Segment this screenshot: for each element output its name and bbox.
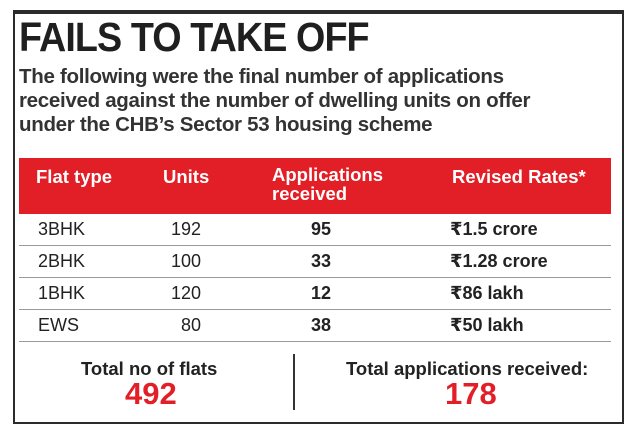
table-row: 1BHK 120 12 ₹86 lakh <box>19 278 611 310</box>
cell-applications: 33 <box>311 251 332 271</box>
cell-applications: 38 <box>311 315 332 335</box>
header-applications-line1: Applications <box>272 164 384 185</box>
table-header: Flat type Units Applications received Re… <box>19 158 611 214</box>
header-units: Units <box>163 166 210 187</box>
subtitle: The following were the final number of a… <box>19 65 619 137</box>
total-applications-label: Total applications received: <box>346 358 589 379</box>
subtitle-line: received against the number of dwelling … <box>19 89 531 112</box>
header-revised-rates: Revised Rates* <box>452 166 586 187</box>
cell-rate: ₹86 lakh <box>450 283 524 303</box>
header-flat-type: Flat type <box>36 166 113 187</box>
cell-flat-type: 3BHK <box>38 219 86 239</box>
cell-rate: ₹1.5 crore <box>450 219 538 239</box>
cell-rate: ₹50 lakh <box>450 315 524 335</box>
table-row: 3BHK 192 95 ₹1.5 crore <box>19 214 611 246</box>
subtitle-line: The following were the final number of a… <box>19 65 504 88</box>
housing-table: Flat type Units Applications received Re… <box>19 158 611 342</box>
header-applications: Applications received <box>272 165 383 203</box>
totals-divider <box>293 354 295 410</box>
header-applications-line2: received <box>272 183 348 204</box>
cell-flat-type: 1BHK <box>38 283 86 303</box>
cell-units: 100 <box>170 251 201 271</box>
cell-applications: 95 <box>311 219 332 239</box>
infographic-frame <box>13 10 624 424</box>
cell-applications: 12 <box>311 283 332 303</box>
totals-footer: Total no of flats 492 Total applications… <box>19 352 611 414</box>
table-row: 2BHK 100 33 ₹1.28 crore <box>19 246 611 278</box>
total-flats-label: Total no of flats <box>81 358 218 379</box>
total-flats-value: 492 <box>125 376 177 411</box>
total-applications-value: 178 <box>445 376 497 411</box>
table-row: EWS 80 38 ₹50 lakh <box>19 310 611 342</box>
cell-flat-type: 2BHK <box>38 251 86 271</box>
cell-flat-type: EWS <box>38 315 80 335</box>
cell-rate: ₹1.28 crore <box>450 251 548 271</box>
subtitle-line: under the CHB’s Sector 53 housing scheme <box>19 113 433 136</box>
page-title: FAILS TO TAKE OFF <box>19 14 370 60</box>
cell-units: 80 <box>180 315 201 335</box>
cell-units: 120 <box>170 283 201 303</box>
cell-units: 192 <box>170 219 201 239</box>
